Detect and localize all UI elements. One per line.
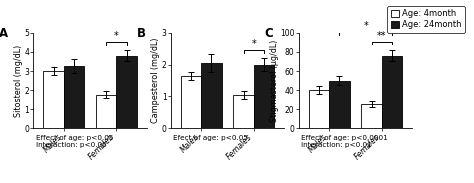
Bar xyxy=(233,95,254,128)
Text: C: C xyxy=(264,27,273,40)
Bar xyxy=(96,95,116,128)
Text: *: * xyxy=(364,21,368,31)
Text: Effect of age: p<0.0001
Interaction: p<0.01: Effect of age: p<0.0001 Interaction: p<0… xyxy=(301,135,388,148)
Text: Effect of age: p<0.05
Interaction: p<0.05: Effect of age: p<0.05 Interaction: p<0.0… xyxy=(36,135,113,148)
Text: *: * xyxy=(251,39,256,49)
Text: B: B xyxy=(137,27,146,40)
Bar xyxy=(329,81,350,128)
Text: A: A xyxy=(0,27,8,40)
Y-axis label: Sitosterol (mg/dL): Sitosterol (mg/dL) xyxy=(14,44,23,117)
Bar xyxy=(201,63,222,128)
Bar xyxy=(382,56,402,128)
Text: *: * xyxy=(114,31,118,41)
Bar xyxy=(361,104,382,128)
Bar xyxy=(309,90,329,128)
Bar xyxy=(64,66,84,128)
Text: Efect of age: p<0.05: Efect of age: p<0.05 xyxy=(173,135,248,141)
Bar xyxy=(181,76,201,128)
Text: **: ** xyxy=(377,31,386,41)
Bar xyxy=(254,65,274,128)
Legend: Age: 4month, Age: 24month: Age: 4month, Age: 24month xyxy=(387,6,465,33)
Y-axis label: Campesterol (mg/dL): Campesterol (mg/dL) xyxy=(151,38,160,123)
Y-axis label: Stigmasterol (μg/dL): Stigmasterol (μg/dL) xyxy=(270,39,279,122)
Bar xyxy=(116,56,137,128)
Bar xyxy=(44,71,64,128)
